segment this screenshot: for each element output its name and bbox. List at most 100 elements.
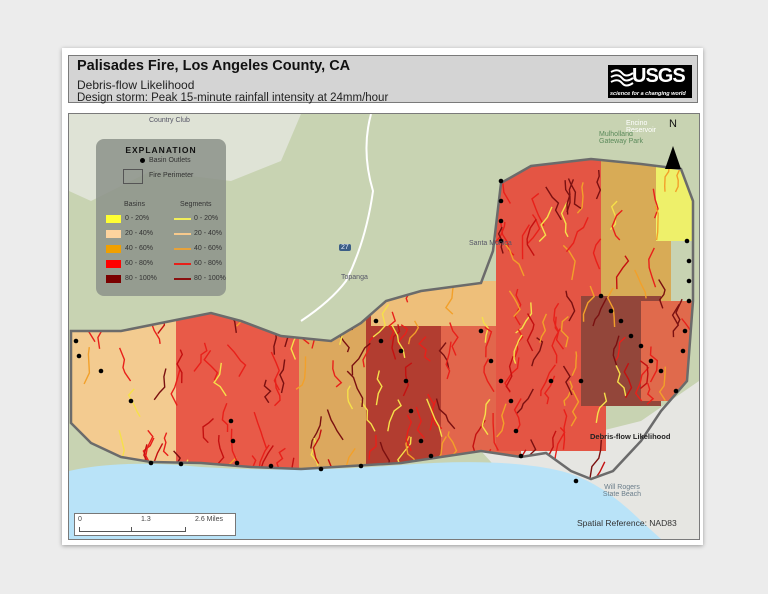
stream-segment [347,385,354,410]
segment-swatch [174,218,191,220]
stream-segment [504,243,525,277]
stream-segment [562,409,568,450]
stream-segment [372,303,390,338]
legend-perimeter: Fire Perimeter [149,172,194,179]
stream-segment [402,362,413,397]
segment-swatch [174,233,191,235]
stream-segment [375,370,383,406]
stream-segment [360,400,376,432]
segment-class-label: 60 - 80% [194,260,223,267]
basin-outlet [618,318,624,324]
stream-segment [418,336,431,362]
road-topanga [300,114,375,322]
basin-outlet [628,333,634,339]
map-subtitle: Debris-flow Likelihood [77,78,195,92]
stream-segment [193,342,208,372]
logo-tagline: science for a changing world [610,91,686,97]
basin-outlet [73,338,79,344]
stream-segment [368,434,377,460]
basin-swatch [106,215,121,223]
stream-segment [472,419,486,457]
basin-outlet [648,358,654,364]
label-mulholland: Mulholland Gateway Park [599,131,643,145]
scale-mid-tick [131,527,132,532]
stream-segment [83,347,91,385]
stream-segment [310,416,322,449]
stream-segment [634,366,650,402]
stream-segment [592,238,602,270]
basin-outlet [513,428,519,434]
segment-class-label: 0 - 20% [194,215,219,222]
stream-segment [447,431,458,458]
basin-class-label: 80 - 100% [125,275,157,282]
stream-segment [674,163,683,193]
scale-line [79,527,186,532]
stream-segment [449,322,459,356]
basin-outlets [73,178,692,484]
north-label: N [669,118,677,130]
stream-segment [213,362,227,397]
basin-outlet [358,463,364,469]
basin-outlet [686,278,692,284]
basin-outlet [578,378,584,384]
stream-segment [611,209,623,241]
stream-segment [481,316,489,343]
stream-segment [658,279,666,309]
basin-swatch [106,275,121,283]
basin-outlet [398,348,404,354]
stream-segment [505,355,514,392]
map-frame[interactable]: Country Club Topanga 27 Santa Monica Mul… [68,113,700,540]
basin-outlet [686,258,692,264]
map-canvas[interactable] [69,114,699,539]
stream-segment [582,285,596,322]
stream-segment [671,303,680,338]
segment-swatch [174,278,191,280]
basin-outlet [178,461,184,467]
basin-swatch [106,230,121,238]
stream-segment [397,324,409,345]
map-header: Palisades Fire, Los Angeles County, CA D… [68,55,698,104]
stream-segment [539,313,548,343]
basin-outlet [658,368,664,374]
stream-segment [176,349,184,384]
basin-outlet [373,318,379,324]
basin-outlet [686,298,692,304]
label-encino: Encino Reservoir [626,120,656,134]
label-route: 27 [339,244,351,251]
basin-class-label: 40 - 60% [125,245,154,252]
stream-segment [649,346,659,383]
stream-segment [483,358,495,393]
stream-segment [270,351,281,391]
stream-segment [562,365,573,396]
stream-segment [571,351,578,376]
stream-segment [263,379,272,404]
perimeter-swatch-icon [123,169,143,184]
basin-swatch [106,245,121,253]
stream-segment [615,255,630,290]
basin-outlet [488,358,494,364]
basin-outlet [408,408,414,414]
legend-segments-header: Segments [180,201,212,208]
stream-segment [253,411,268,449]
scale-bar: 0 1.3 2.6 Miles [74,513,236,536]
stream-segment [540,364,556,397]
stream-segment [513,398,522,431]
stream-segment [526,313,535,352]
stream-segment [170,369,181,406]
legend: EXPLANATION Basin Outlets Fire Perimeter… [96,139,226,296]
outlet-dot-icon [140,158,145,163]
stream-segment [521,224,530,260]
segment-class-label: 80 - 100% [194,275,226,282]
label-state-beach: Will Rogers State Beach [602,484,642,498]
stream-segment [553,302,560,333]
basin-outlet [638,343,644,349]
stream-segment [508,290,521,318]
label-topanga: Topanga [341,274,368,281]
stream-segment [415,406,425,439]
stream-segment [515,388,534,415]
stream-segment [153,368,167,401]
basin-outlet [403,378,409,384]
label-santa-monica: Santa Monica [469,240,512,247]
stream-segment [567,178,582,209]
stream-segment [560,315,569,348]
